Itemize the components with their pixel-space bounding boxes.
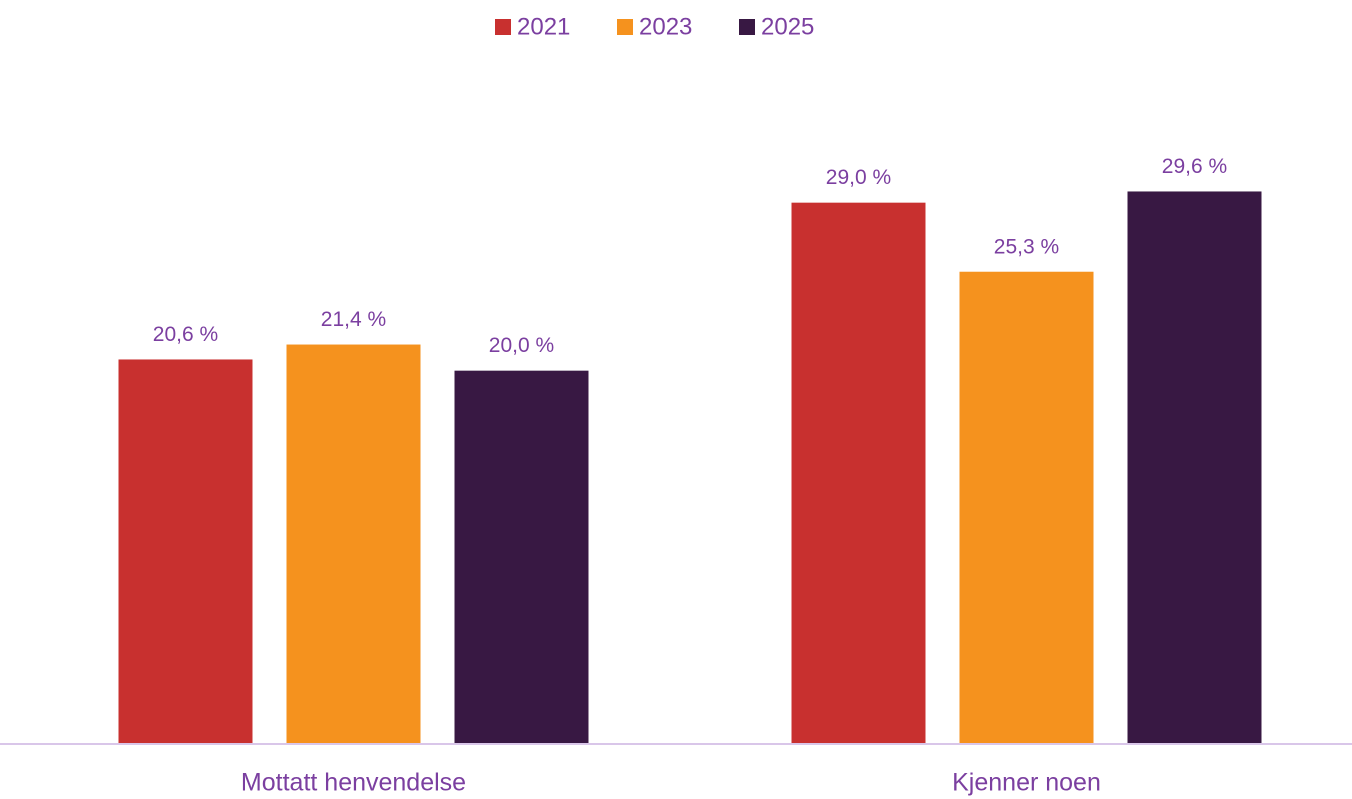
bar (959, 271, 1094, 744)
legend-swatch (617, 19, 633, 35)
bar (791, 202, 926, 744)
bar (454, 370, 589, 744)
x-tick-label: Kjenner noen (952, 769, 1101, 797)
legend-swatch (739, 19, 755, 35)
value-label: 20,0 % (489, 334, 554, 357)
legend-label: 2021 (517, 13, 570, 40)
value-label: 29,6 % (1162, 155, 1227, 178)
x-tick-label: Mottatt henvendelse (241, 769, 466, 797)
bar (1127, 191, 1262, 744)
value-label: 25,3 % (994, 235, 1059, 258)
value-label: 29,0 % (826, 166, 891, 189)
value-label: 21,4 % (321, 308, 386, 331)
legend-label: 2025 (761, 13, 814, 40)
legend-swatch (495, 19, 511, 35)
bar (118, 359, 253, 744)
bar (286, 344, 421, 744)
legend-label: 2023 (639, 13, 692, 40)
value-label: 20,6 % (153, 323, 218, 346)
